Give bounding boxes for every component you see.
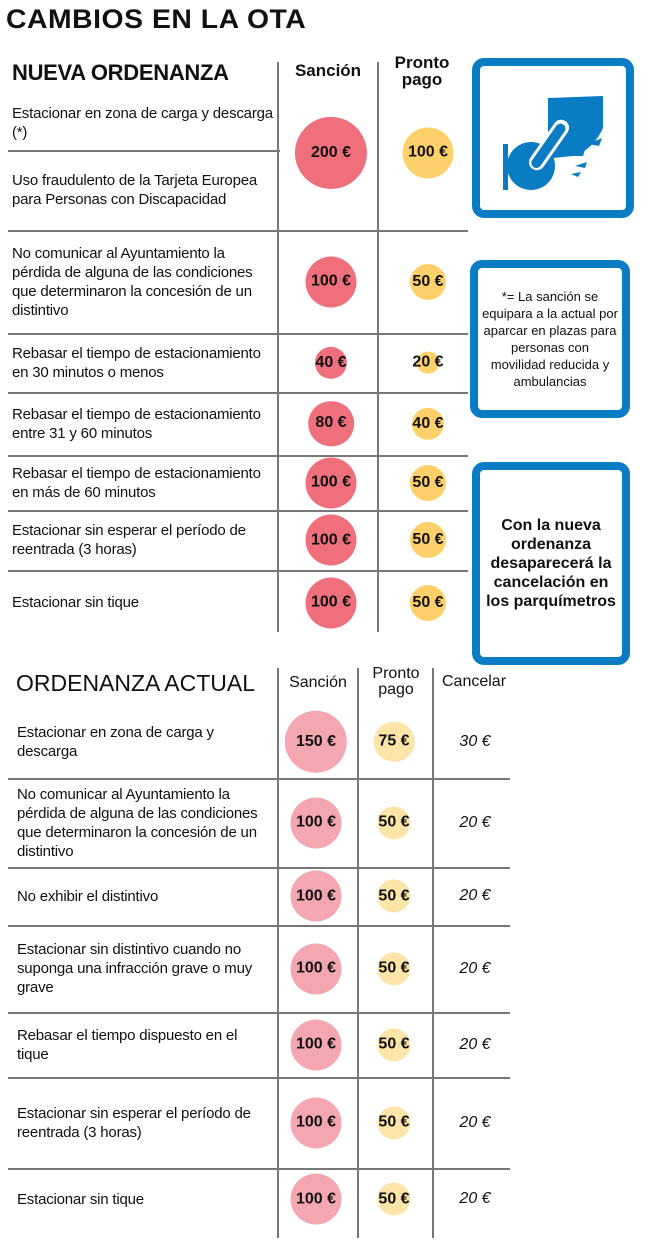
sancion-amount: 150 € bbox=[284, 710, 348, 773]
row-divider bbox=[8, 392, 468, 394]
pronto-pago-amount: 100 € bbox=[402, 127, 454, 178]
pronto-pago-amount: 50 € bbox=[409, 584, 447, 621]
new-ordinance-heading: NUEVA ORDENANZA bbox=[12, 60, 229, 85]
sancion-amount: 40 € bbox=[314, 346, 348, 379]
page-title: CAMBIOS EN LA OTA bbox=[6, 4, 307, 34]
row-label: Rebasar el tiempo de estacionamiento en … bbox=[12, 464, 261, 501]
sancion-amount: 100 € bbox=[290, 1173, 342, 1225]
row-divider bbox=[8, 455, 468, 457]
row-divider bbox=[8, 570, 468, 572]
sancion-amount: 100 € bbox=[305, 577, 357, 628]
cancel-note-box: Con la nueva ordenanza desaparecerá la c… bbox=[472, 462, 630, 665]
row-label: Uso fraudulento de la Tarjeta Europea pa… bbox=[12, 172, 257, 208]
divider bbox=[277, 62, 279, 632]
pronto-pago-amount: 20 € bbox=[412, 351, 444, 374]
pronto-pago-amount: 40 € bbox=[411, 407, 445, 440]
current-ordinance-heading: ORDENANZA ACTUAL bbox=[16, 670, 255, 696]
row-label: Rebasar el tiempo de estacionamiento en … bbox=[12, 344, 261, 381]
pronto-pago-amount: 50 € bbox=[377, 879, 411, 913]
cancelar-amount: 20 € bbox=[459, 1035, 491, 1053]
divider bbox=[357, 668, 359, 1238]
row-label: Estacionar sin esperar el período de ree… bbox=[17, 1104, 251, 1141]
cancelar-amount: 20 € bbox=[459, 813, 491, 831]
row-divider bbox=[8, 778, 510, 780]
pronto-pago-amount: 50 € bbox=[377, 1027, 411, 1062]
sancion-amount: 80 € bbox=[308, 400, 354, 447]
row-label: Estacionar en zona de carga y descarga bbox=[17, 723, 214, 760]
sancion-amount: 100 € bbox=[305, 457, 357, 508]
pronto-pago-amount: 50 € bbox=[409, 521, 447, 559]
row-label: Estacionar en zona de carga y descarga (… bbox=[12, 105, 273, 141]
divider bbox=[377, 62, 379, 632]
row-label: No exhibir el distintivo bbox=[17, 887, 159, 905]
pronto-pago-amount: 50 € bbox=[377, 951, 411, 986]
row-divider bbox=[8, 230, 468, 232]
row-label: Estacionar sin distintivo cuando no supo… bbox=[17, 941, 253, 996]
col-pronto-pago: Pronto pago bbox=[372, 665, 420, 698]
sancion-amount: 100 € bbox=[290, 1097, 342, 1148]
row-label: Rebasar el tiempo de estacionamiento ent… bbox=[12, 405, 261, 442]
row-divider bbox=[8, 1168, 510, 1170]
row-divider bbox=[8, 510, 468, 512]
sancion-amount: 100 € bbox=[305, 514, 357, 566]
sancion-amount: 200 € bbox=[294, 116, 368, 189]
pronto-pago-amount: 50 € bbox=[377, 1105, 411, 1140]
row-divider bbox=[8, 333, 468, 335]
row-divider bbox=[8, 1077, 510, 1079]
row-label: Rebasar el tiempo dispuesto en el tique bbox=[17, 1026, 238, 1063]
pronto-pago-amount: 50 € bbox=[409, 263, 447, 300]
row-divider bbox=[8, 867, 510, 869]
cancelar-amount: 30 € bbox=[459, 732, 491, 750]
pronto-pago-amount: 50 € bbox=[377, 805, 411, 840]
cancelar-amount: 20 € bbox=[459, 1190, 491, 1207]
col-sancion: Sanción bbox=[289, 674, 347, 691]
pronto-pago-amount: 75 € bbox=[373, 721, 415, 762]
row-label: Estacionar sin esperar el período de ree… bbox=[12, 522, 246, 558]
divider bbox=[432, 668, 434, 1238]
pronto-pago-amount: 50 € bbox=[377, 1182, 411, 1216]
row-label: No comunicar al Ayuntamiento la pérdida … bbox=[12, 244, 253, 319]
cancel-note-text: Con la nueva ordenanza desaparecerá la c… bbox=[486, 517, 616, 610]
row-label: Estacionar sin tique bbox=[17, 1190, 144, 1208]
row-divider bbox=[8, 925, 510, 927]
sancion-amount: 100 € bbox=[290, 943, 342, 994]
footnote-text: *= La sanción se equipara a la actual po… bbox=[482, 289, 618, 389]
sancion-amount: 100 € bbox=[290, 797, 342, 848]
sancion-amount: 100 € bbox=[305, 256, 357, 307]
accessibility-sign bbox=[472, 58, 634, 218]
col-sancion: Sanción bbox=[294, 61, 362, 80]
row-label: No comunicar al Ayuntamiento la pérdida … bbox=[17, 785, 258, 860]
sancion-amount: 100 € bbox=[290, 1019, 342, 1070]
cancelar-amount: 20 € bbox=[459, 887, 491, 904]
col-cancelar: Cancelar bbox=[441, 673, 507, 690]
cancelar-amount: 20 € bbox=[459, 959, 491, 977]
row-divider bbox=[8, 1012, 510, 1014]
cancelar-amount: 20 € bbox=[459, 1113, 491, 1131]
divider bbox=[277, 668, 279, 1238]
col-pronto-pago: Pronto pago bbox=[394, 53, 450, 89]
row-label: Estacionar sin tique bbox=[12, 594, 139, 611]
pronto-pago-amount: 50 € bbox=[409, 464, 447, 501]
footnote-box: *= La sanción se equipara a la actual po… bbox=[470, 260, 630, 418]
disabled-parking-hand-icon bbox=[503, 96, 603, 190]
sancion-amount: 100 € bbox=[290, 870, 342, 922]
row-divider bbox=[8, 150, 280, 152]
